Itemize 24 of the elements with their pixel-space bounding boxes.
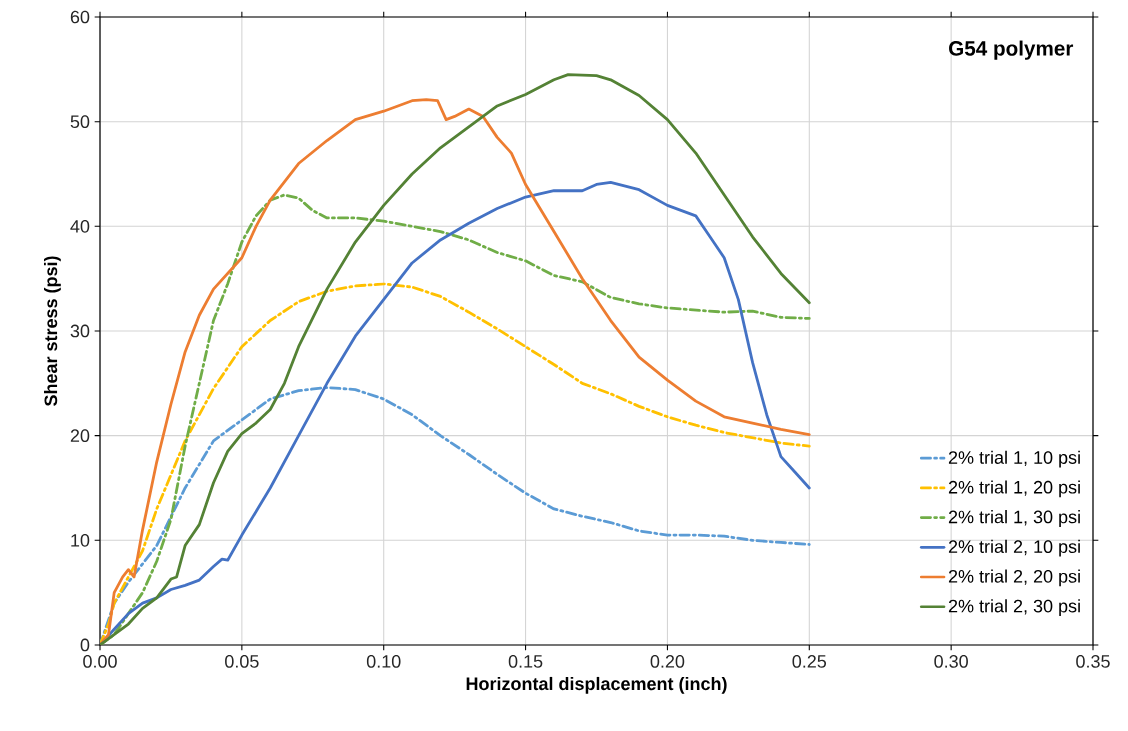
y-tick-label: 40 bbox=[70, 219, 90, 233]
x-tick-label: 0.20 bbox=[650, 655, 685, 668]
x-tick-label: 0.10 bbox=[366, 655, 401, 668]
y-tick-label: 60 bbox=[70, 10, 90, 24]
y-tick-label: 20 bbox=[70, 429, 90, 443]
x-tick-label: 0.15 bbox=[508, 655, 543, 668]
y-tick-label: 30 bbox=[70, 324, 90, 338]
legend-label: 2% trial 2, 20 psi bbox=[948, 569, 1080, 587]
x-tick-label: 0.30 bbox=[934, 655, 968, 668]
legend-label: 2% trial 1, 30 psi bbox=[948, 510, 1080, 527]
x-axis-title: Horizontal displacement (inch) bbox=[466, 676, 727, 694]
x-tick-label: 0.00 bbox=[83, 655, 117, 668]
x-tick-label: 0.05 bbox=[225, 655, 259, 668]
x-tick-label: 0.25 bbox=[792, 655, 827, 668]
y-tick-label: 50 bbox=[70, 115, 90, 129]
y-axis-title: Shear stress (psi) bbox=[44, 256, 61, 406]
y-tick-label: 0 bbox=[80, 638, 90, 652]
legend-label: 2% trial 1, 20 psi bbox=[948, 480, 1080, 498]
text: G54 polymer bbox=[949, 40, 1074, 60]
x-tick-label: 0.35 bbox=[1076, 655, 1110, 668]
legend-label: 2% trial 2, 10 psi bbox=[948, 539, 1080, 557]
legend-label: 2% trial 2, 30 psi bbox=[948, 599, 1080, 617]
legend-label: 2% trial 1, 10 psi bbox=[948, 450, 1080, 468]
y-tick-label: 10 bbox=[71, 533, 90, 547]
